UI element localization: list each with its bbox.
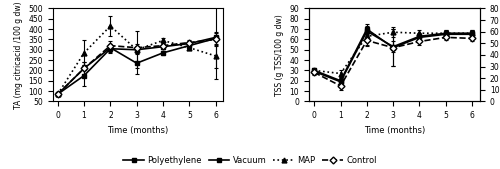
Y-axis label: TSS (g TSS/100 g dw): TSS (g TSS/100 g dw) (275, 14, 284, 96)
Legend: Polyethylene, Vacuum, MAP, Control: Polyethylene, Vacuum, MAP, Control (123, 156, 377, 165)
X-axis label: Time (months): Time (months) (364, 126, 425, 135)
X-axis label: Time (months): Time (months) (108, 126, 168, 135)
Y-axis label: TA (mg citricacid /100 g dw): TA (mg citricacid /100 g dw) (14, 1, 22, 109)
